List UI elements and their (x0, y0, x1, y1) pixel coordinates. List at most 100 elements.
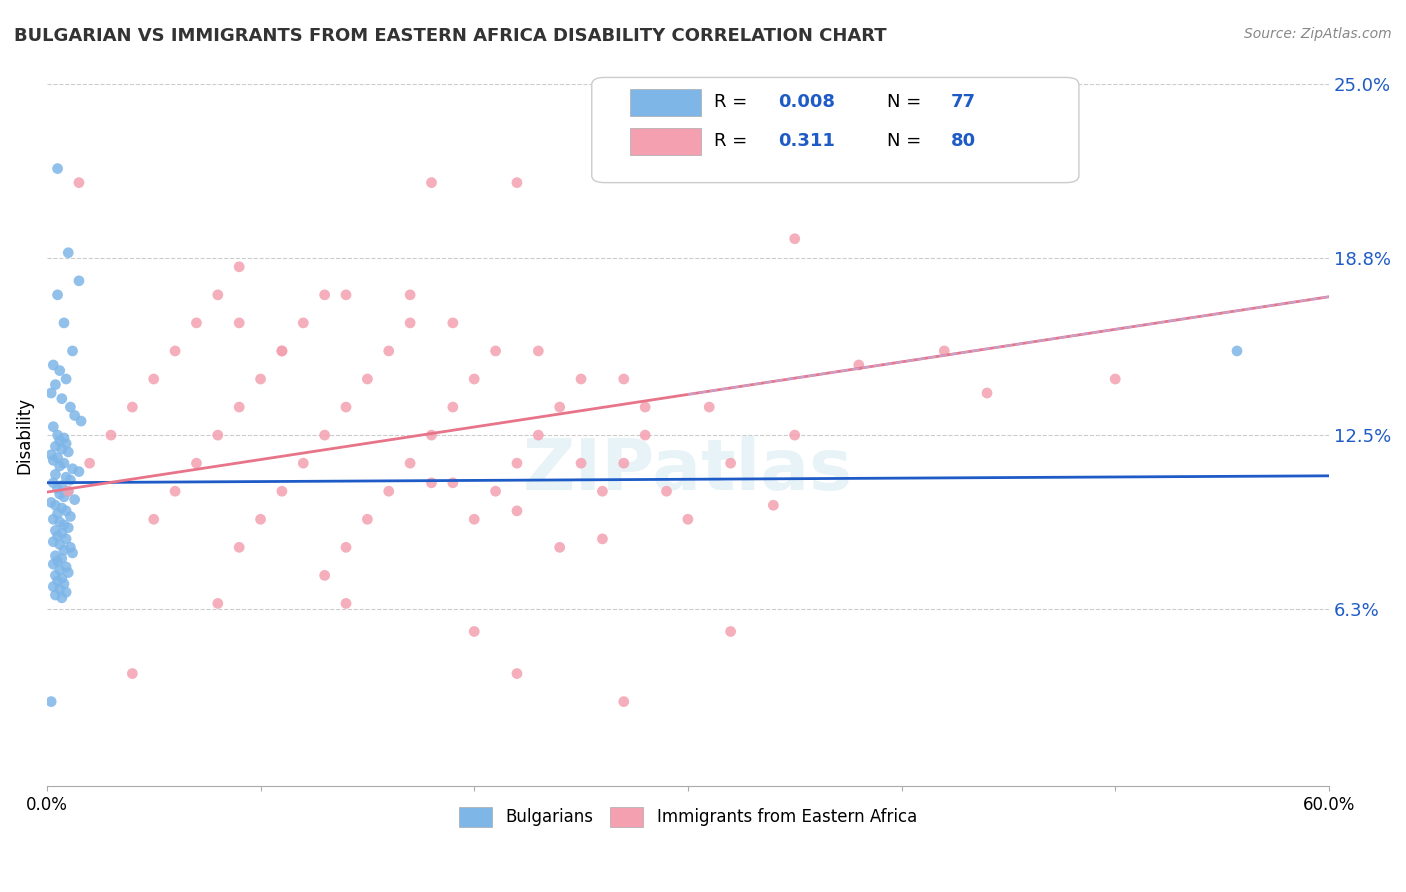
Point (548, 541, 571, 555)
Point (53, 517, 76, 532)
Point (697, 400, 720, 414)
Point (121, 666, 143, 681)
Point (39, 448, 62, 462)
Point (55, 585, 77, 599)
Point (271, 484, 294, 499)
Point (53, 543, 76, 558)
Point (58, 521, 80, 535)
Point (569, 372, 592, 386)
Point (1104, 372, 1126, 386)
Point (62, 343, 84, 358)
Point (356, 512, 378, 526)
Legend: Bulgarians, Immigrants from Eastern Africa: Bulgarians, Immigrants from Eastern Afri… (453, 800, 924, 833)
Point (48, 458, 70, 473)
Point (44, 377, 66, 392)
Point (42, 557, 65, 571)
Point (548, 400, 571, 414)
Point (463, 372, 485, 386)
Point (42, 475, 65, 490)
Point (441, 400, 464, 414)
Point (46, 288, 69, 302)
Point (228, 260, 250, 274)
Point (42, 512, 65, 526)
Point (420, 428, 443, 442)
Point (55, 470, 77, 484)
Point (976, 386, 998, 401)
Point (70, 414, 93, 428)
Point (848, 358, 870, 372)
Point (634, 428, 657, 442)
Point (58, 445, 80, 459)
Point (55, 532, 77, 546)
Point (934, 343, 956, 358)
Bar (630, 89, 700, 116)
Point (51, 526, 73, 541)
Point (48, 487, 70, 501)
Point (42, 419, 65, 434)
Point (335, 596, 357, 610)
Point (48, 582, 70, 597)
Point (46, 161, 69, 176)
Point (613, 695, 636, 709)
Point (591, 532, 613, 546)
Point (59, 400, 82, 414)
Point (48, 363, 70, 377)
Point (55, 504, 77, 518)
Point (42, 453, 65, 467)
Point (527, 428, 550, 442)
Point (249, 512, 271, 526)
Point (314, 428, 336, 442)
Point (484, 343, 506, 358)
Point (207, 288, 229, 302)
Text: 80: 80 (950, 131, 976, 150)
Point (46, 428, 69, 442)
Point (1226, 343, 1249, 358)
Point (165, 484, 187, 499)
Point (53, 490, 76, 504)
Point (48, 537, 70, 551)
Point (53, 316, 76, 330)
Text: 77: 77 (950, 93, 976, 111)
Point (100, 428, 122, 442)
Point (399, 316, 422, 330)
Point (399, 456, 422, 470)
Text: R =: R = (713, 131, 752, 150)
Point (67, 176, 90, 190)
Point (58, 245, 80, 260)
Point (59, 473, 82, 487)
Point (249, 372, 271, 386)
Point (292, 456, 315, 470)
Point (44, 524, 66, 538)
Point (67, 274, 90, 288)
Point (292, 316, 315, 330)
Point (67, 465, 90, 479)
Point (569, 456, 592, 470)
Point (42, 534, 65, 549)
Point (55, 436, 77, 450)
Text: N =: N = (887, 93, 927, 111)
Point (335, 400, 357, 414)
Point (228, 541, 250, 555)
Point (441, 475, 464, 490)
Point (53, 456, 76, 470)
Y-axis label: Disability: Disability (15, 397, 32, 474)
Point (613, 372, 636, 386)
Point (48, 563, 70, 577)
Point (51, 478, 73, 492)
Point (506, 176, 529, 190)
Point (42, 358, 65, 372)
Point (51, 591, 73, 605)
Point (783, 428, 806, 442)
Point (591, 484, 613, 499)
Point (186, 456, 208, 470)
Text: N =: N = (887, 131, 927, 150)
Text: BULGARIAN VS IMMIGRANTS FROM EASTERN AFRICA DISABILITY CORRELATION CHART: BULGARIAN VS IMMIGRANTS FROM EASTERN AFR… (14, 27, 887, 45)
Point (207, 428, 229, 442)
Point (48, 434, 70, 448)
Point (39, 386, 62, 401)
Point (46, 482, 69, 496)
Point (44, 498, 66, 512)
Text: 0.008: 0.008 (778, 93, 835, 111)
Point (506, 504, 529, 518)
Point (463, 512, 485, 526)
